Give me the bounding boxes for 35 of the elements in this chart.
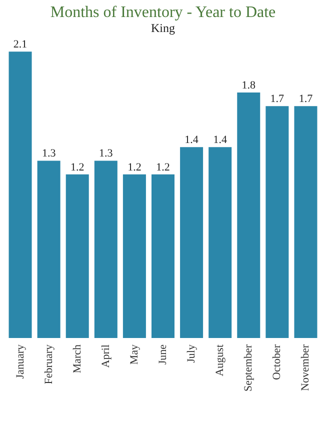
data-label: 1.2 — [128, 161, 142, 174]
chart-subtitle: King — [151, 21, 175, 35]
x-tick-label: October — [271, 344, 284, 380]
data-label: 1.2 — [70, 161, 84, 174]
x-tick-label: February — [42, 344, 55, 384]
bar — [266, 106, 289, 338]
bar — [152, 174, 174, 338]
bar — [208, 147, 232, 338]
bar — [237, 92, 260, 338]
data-label: 1.7 — [270, 93, 285, 106]
bar — [94, 160, 118, 338]
x-tick-label: June — [157, 344, 169, 365]
x-tick-label: July — [186, 344, 198, 363]
bar — [294, 106, 318, 338]
data-label: 1.3 — [42, 148, 56, 160]
x-tick-label: August — [214, 344, 226, 376]
bar — [66, 174, 89, 338]
bar — [37, 160, 60, 338]
x-tick-label: September — [242, 344, 255, 392]
x-tick-label: November — [300, 344, 312, 391]
data-label: 1.8 — [242, 80, 256, 92]
bar — [180, 147, 204, 338]
x-tick-label: May — [128, 344, 140, 365]
data-label: 1.4 — [184, 134, 199, 146]
x-tick-label: March — [71, 344, 84, 374]
data-label: 1.3 — [99, 148, 114, 160]
x-tick-label: April — [100, 344, 112, 368]
data-label: 1.4 — [213, 134, 228, 146]
data-label: 1.7 — [298, 93, 314, 106]
data-label: 2.1 — [13, 38, 28, 51]
bar — [122, 174, 146, 338]
bar — [8, 52, 32, 338]
x-tick-label: January — [14, 344, 26, 379]
data-label: 1.2 — [156, 161, 170, 174]
chart-title: Months of Inventory - Year to Date — [50, 4, 276, 21]
